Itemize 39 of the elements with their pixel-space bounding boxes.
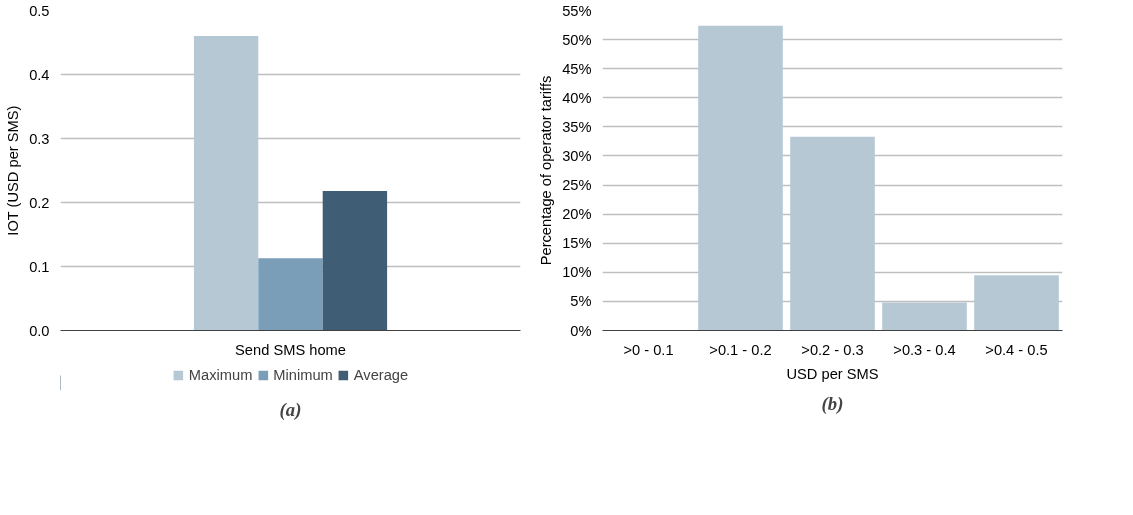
bar (882, 302, 967, 331)
text: (a) (279, 398, 302, 421)
y-axis-title: Percentage of operator tariffs (538, 75, 555, 266)
x-tick-label: >0.4 - 0.5 (985, 341, 1048, 358)
x-tick-label: >0.3 - 0.4 (893, 341, 956, 358)
bar (698, 25, 783, 331)
y-tick-label: 15% (562, 235, 592, 252)
y-tick-label: 0.0 (29, 322, 50, 339)
y-tick-label: 50% (562, 31, 592, 48)
y-tick-label: 55% (562, 2, 592, 19)
bar (193, 36, 259, 331)
y-tick-label: 10% (562, 264, 592, 281)
x-axis-title: USD per SMS (786, 365, 879, 382)
bar (790, 136, 875, 331)
x-tick-label: >0.1 - 0.2 (709, 341, 772, 358)
legend-label: Maximum (188, 367, 253, 383)
bar (974, 275, 1059, 331)
y-tick-label: 20% (562, 206, 592, 223)
y-tick-label: 5% (570, 293, 592, 310)
y-tick-label: 30% (562, 147, 592, 164)
text: (b) (821, 392, 844, 415)
y-tick-label: 0% (570, 322, 592, 339)
x-tick-label: >0.2 - 0.3 (801, 341, 864, 358)
x-tick-label: >0 - 0.1 (623, 341, 674, 358)
legend-label: Average (353, 367, 409, 383)
bar (322, 190, 388, 331)
y-tick-label: 45% (562, 60, 592, 77)
y-tick-label: 0.3 (29, 130, 50, 147)
bar (258, 258, 323, 331)
y-tick-label: 35% (562, 118, 592, 135)
x-tick-label: Send SMS home (235, 341, 346, 358)
y-axis-title: IOT (USD per SMS) (5, 105, 22, 236)
y-tick-label: 0.1 (29, 258, 50, 275)
y-tick-label: 0.5 (29, 2, 50, 19)
y-tick-label: 40% (562, 89, 592, 106)
y-tick-label: 0.4 (29, 66, 50, 83)
legend-label: Minimum (273, 367, 333, 383)
y-tick-label: 25% (562, 177, 592, 194)
y-tick-label: 0.2 (29, 194, 50, 211)
